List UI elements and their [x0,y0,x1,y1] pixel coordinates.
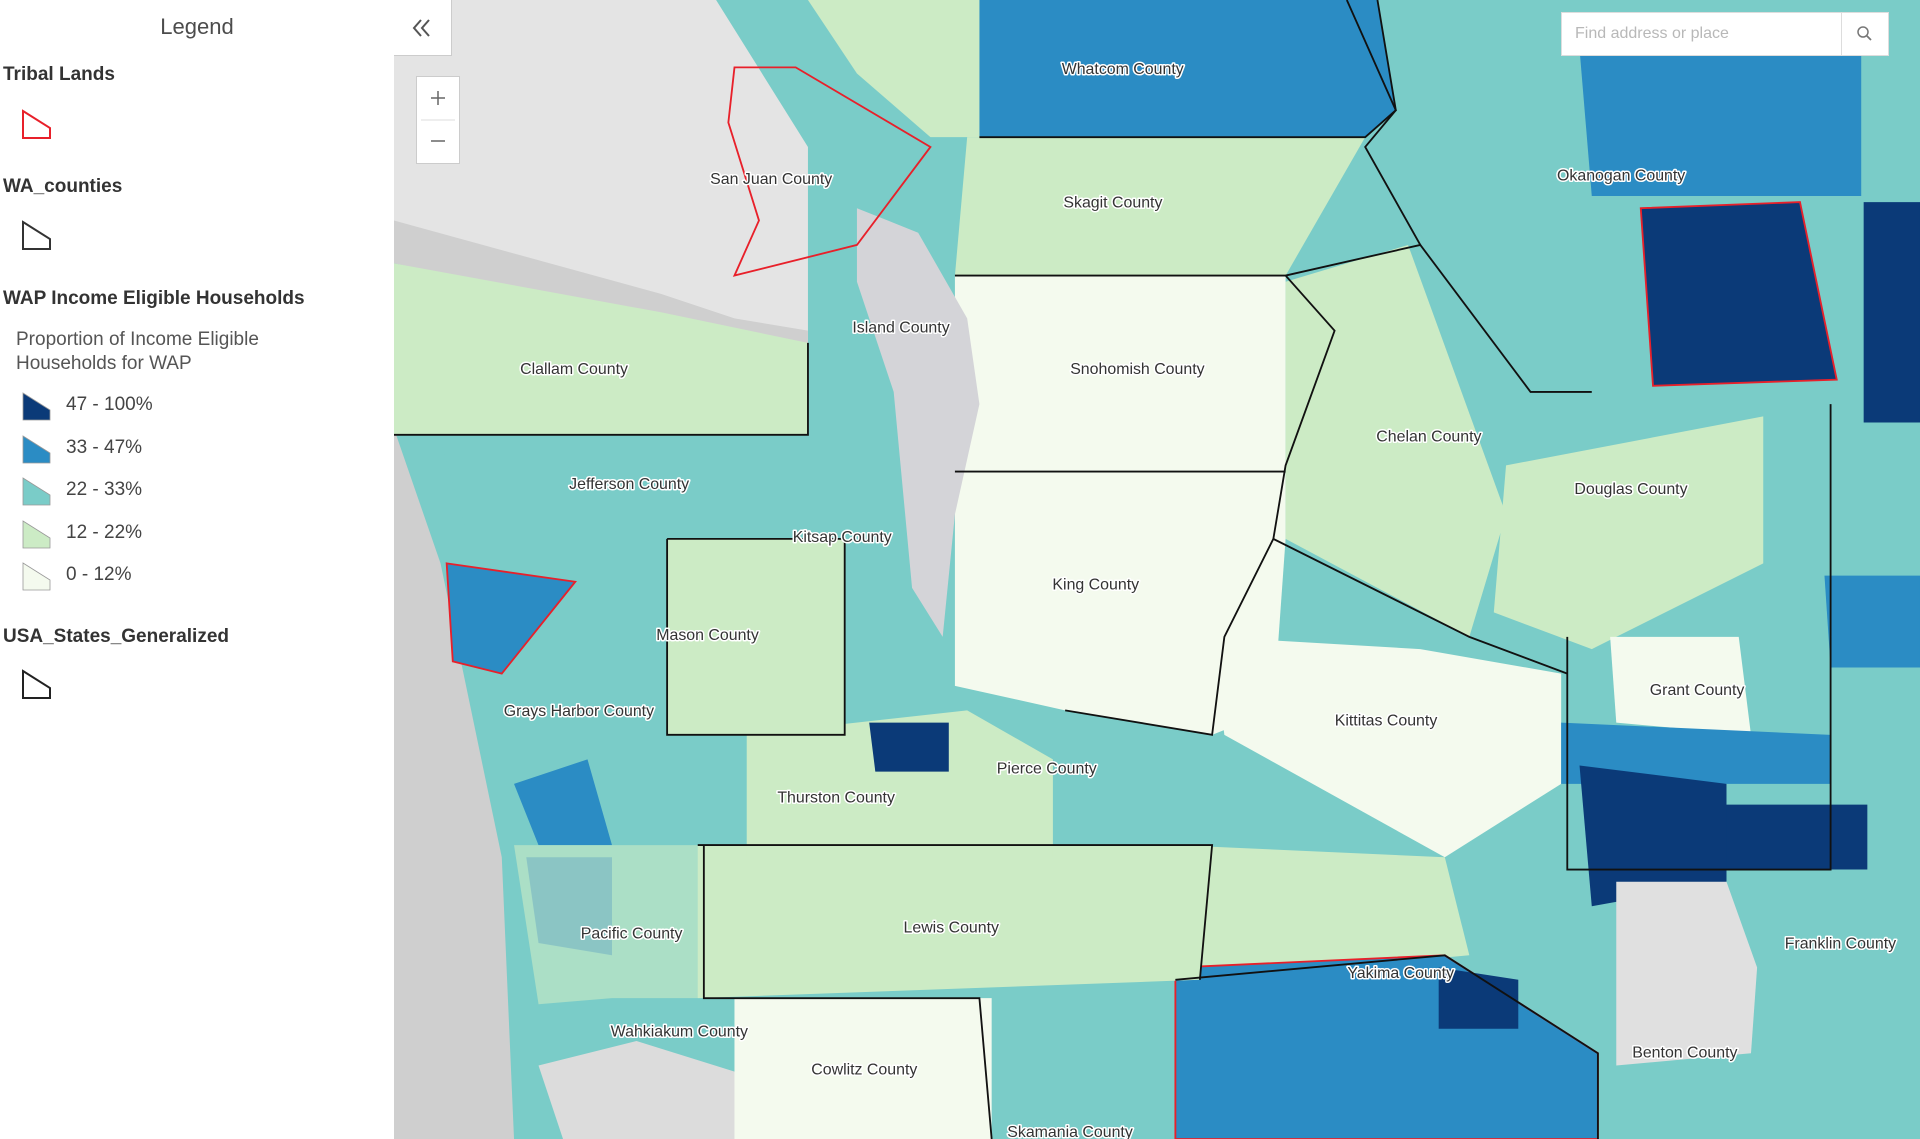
whatcom-west [807,0,980,138]
puget-sound [856,208,980,637]
zoom-in[interactable] [417,77,459,120]
grant-band [1561,722,1831,784]
map-canvas[interactable]: Whatcom County San Juan County Skagit Coun… [394,0,1920,1139]
legend-panel: Legend Tribal Lands WA_counties WAP Inco… [0,0,394,1139]
county-boundaries [394,0,1832,1139]
lincoln [1824,575,1920,668]
county-label: Cowlitz County [811,1062,917,1079]
class-label: 12 - 22% [66,521,143,543]
county-label: San Juan County [710,171,832,188]
search-box[interactable]: Find address or place [1561,12,1889,56]
swatch-shape [22,477,51,506]
layer-name: WA_counties [3,176,123,197]
collapse-icon [412,19,430,37]
kittitas [1212,636,1562,858]
county-label: King County [1052,577,1139,594]
county-label: Franklin County [1785,935,1896,952]
collapse-button[interactable] [394,0,452,56]
pierce-dark [869,722,949,772]
swatch-shape [22,519,51,548]
yakima-north [1175,845,1470,980]
king-snohomish [954,275,1286,735]
county-label: Wahkiakum County [611,1024,748,1041]
grant-white [1610,636,1751,735]
thurston [746,710,1053,858]
class-label: 22 - 33% [66,479,143,500]
jefferson [440,440,661,539]
swatch-shape [22,434,51,463]
grant-dark [1579,765,1727,907]
clallam [394,263,808,435]
zoom-control [416,76,460,164]
county-labels: Whatcom County San Juan County Skagit Coun… [502,59,1897,1139]
okanogan-east [1579,48,1862,196]
cowlitz [734,998,992,1139]
quinault [445,562,577,675]
skagit [954,137,1366,276]
class-swatch [22,519,51,548]
field-name: Proportion of Income Eligible Households… [16,329,259,374]
benton [1616,881,1758,1066]
county-label: Benton County [1632,1044,1737,1061]
swatch-shape [22,392,51,421]
search-icon [1857,26,1872,41]
county-label: Whatcom County [1062,61,1184,78]
county-swatch [22,220,51,250]
county-label: Pierce County [997,760,1097,777]
layer-name: Tribal Lands [3,64,115,85]
search-button[interactable] [1841,13,1888,55]
county-label: Skamania County [1007,1124,1133,1139]
state-swatch [22,669,51,699]
county-label: Grays Harbor County [504,703,654,720]
douglas [1493,416,1764,650]
layer-name: USA_States_Generalized [3,626,229,647]
map[interactable]: Whatcom County San Juan County Skagit Coun… [394,0,1920,1139]
tribal-swatch [22,109,51,139]
county-label: Snohomish County [1070,361,1204,378]
class-swatch [22,434,51,463]
county-label: Kitsap County [793,529,892,546]
adams-dark [1726,804,1868,870]
county-label: Okanogan County [1557,168,1685,185]
county-label: Mason County [656,627,759,644]
lewis [697,845,1213,999]
county-label: Clallam County [520,361,628,378]
class-label: 47 - 100% [66,394,153,415]
whatcom [979,0,1396,138]
county-label: Kittitas County [1335,713,1438,730]
mason [667,538,845,735]
county-label: Jefferson County [569,476,689,493]
pacific [514,845,704,1005]
class-swatch [22,477,51,506]
county-label: Lewis County [904,920,1000,937]
ocean [394,428,515,1139]
class-swatch [22,392,51,421]
class-swatch [22,562,51,591]
yakima-dark [1438,967,1519,1029]
county-label: Pacific County [581,926,683,943]
county-label: Douglas County [1574,481,1687,498]
county-label: Thurston County [777,790,895,807]
class-label: 0 - 12% [66,564,132,585]
swatch-shape [22,562,51,591]
search-placeholder: Find address or place [1575,25,1729,42]
class-label: 33 - 47% [66,436,143,458]
ferry-east [1863,202,1920,423]
colville [1639,201,1838,387]
zoom-icons [417,77,459,142]
chelan [1285,244,1507,637]
county-label: Grant County [1650,682,1745,699]
legend-title: Legend [160,14,234,39]
county-label: Yakima County [1347,965,1454,982]
county-label: Skagit County [1063,195,1162,212]
layer-name: WAP Income Eligible Households [3,288,305,309]
grays-harbor-patch [514,759,612,846]
county-label: Island County [852,319,949,336]
county-label: Chelan County [1376,428,1481,445]
san-juan-outline [727,66,932,277]
